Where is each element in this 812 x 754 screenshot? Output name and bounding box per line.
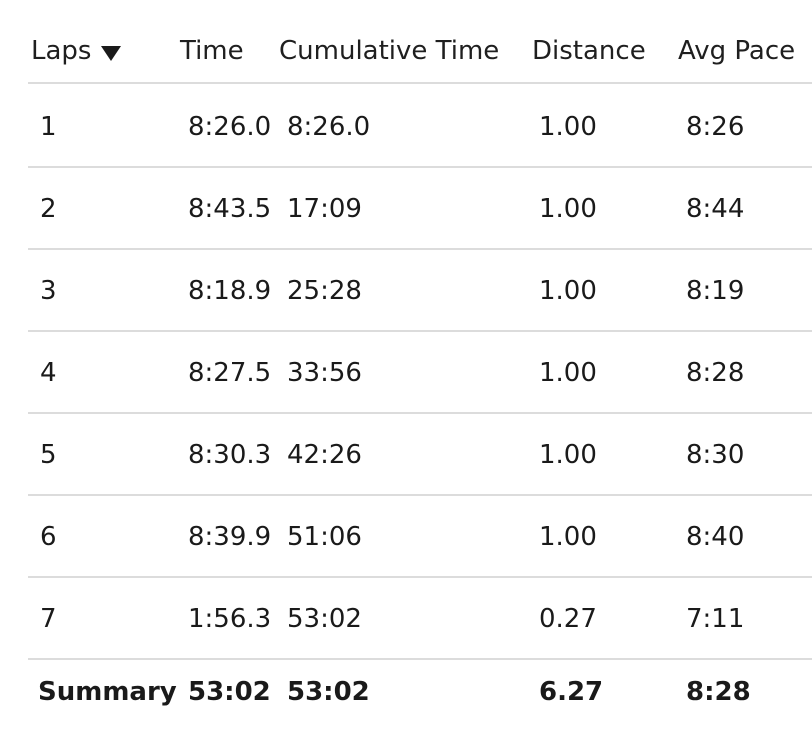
- summary-cumulative-time: 53:02: [287, 677, 370, 707]
- cumulative-time: 33:56: [287, 358, 362, 388]
- summary-avg-pace: 8:28: [686, 677, 751, 707]
- avg-pace: 8:30: [686, 440, 745, 470]
- avg-pace: 8:44: [686, 194, 745, 224]
- laps-column-header[interactable]: Laps: [31, 36, 122, 66]
- lap-number: 1: [40, 112, 57, 142]
- cumulative-time: 25:28: [287, 276, 362, 306]
- distance-column-header[interactable]: Distance: [532, 36, 646, 66]
- lap-time: 8:27.5: [188, 358, 272, 388]
- avg-pace: 7:11: [686, 604, 745, 634]
- cumulative-time: 8:26.0: [287, 112, 371, 142]
- table-row: 2 8:43.5 17:09 1.00 8:44: [28, 166, 812, 250]
- summary-label: Summary: [38, 677, 177, 707]
- table-header: Laps Time Cumulative Time Distance Avg P…: [28, 0, 812, 84]
- lap-number: 5: [40, 440, 57, 470]
- table-row: 5 8:30.3 42:26 1.00 8:30: [28, 412, 812, 496]
- cumulative-time: 51:06: [287, 522, 362, 552]
- lap-distance: 1.00: [539, 112, 597, 142]
- triangle-down-icon[interactable]: [101, 46, 122, 61]
- lap-time: 8:30.3: [188, 440, 272, 470]
- summary-time: 53:02: [188, 677, 271, 707]
- time-column-header[interactable]: Time: [180, 36, 244, 66]
- lap-number: 6: [40, 522, 57, 552]
- lap-distance: 1.00: [539, 358, 597, 388]
- summary-distance: 6.27: [539, 677, 604, 707]
- lap-distance: 1.00: [539, 276, 597, 306]
- lap-number: 7: [40, 604, 57, 634]
- lap-distance: 1.00: [539, 522, 597, 552]
- table-row: 3 8:18.9 25:28 1.00 8:19: [28, 248, 812, 332]
- lap-time: 8:39.9: [188, 522, 272, 552]
- table-row: 4 8:27.5 33:56 1.00 8:28: [28, 330, 812, 414]
- cumulative-time: 53:02: [287, 604, 362, 634]
- cumulative-time: 17:09: [287, 194, 362, 224]
- lap-number: 3: [40, 276, 57, 306]
- avg-pace: 8:28: [686, 358, 745, 388]
- lap-distance: 0.27: [539, 604, 597, 634]
- cumulative-time: 42:26: [287, 440, 362, 470]
- avg-pace-column-header[interactable]: Avg Pace: [678, 36, 796, 66]
- lap-time: 8:18.9: [188, 276, 272, 306]
- lap-time: 8:43.5: [188, 194, 272, 224]
- avg-pace: 8:19: [686, 276, 745, 306]
- lap-number: 4: [40, 358, 57, 388]
- avg-pace: 8:40: [686, 522, 745, 552]
- lap-distance: 1.00: [539, 440, 597, 470]
- lap-time: 8:26.0: [188, 112, 272, 142]
- lap-number: 2: [40, 194, 57, 224]
- table-row: 7 1:56.3 53:02 0.27 7:11: [28, 576, 812, 660]
- avg-pace: 8:26: [686, 112, 745, 142]
- table-row: 1 8:26.0 8:26.0 1.00 8:26: [28, 84, 812, 168]
- table-row: 6 8:39.9 51:06 1.00 8:40: [28, 494, 812, 578]
- laps-header-label: Laps: [31, 36, 92, 66]
- summary-row: Summary 53:02 53:02 6.27 8:28: [28, 658, 812, 724]
- cumulative-time-column-header[interactable]: Cumulative Time: [279, 36, 500, 66]
- lap-distance: 1.00: [539, 194, 597, 224]
- lap-time: 1:56.3: [188, 604, 272, 634]
